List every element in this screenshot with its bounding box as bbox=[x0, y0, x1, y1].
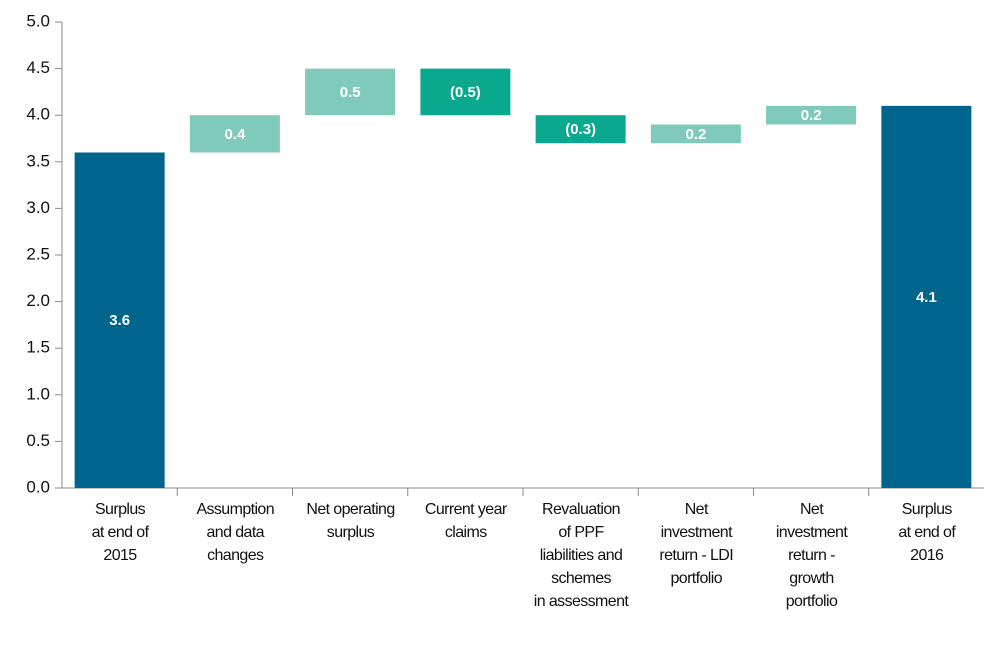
data-label: 3.6 bbox=[109, 312, 130, 329]
bar bbox=[420, 68, 511, 116]
bar bbox=[74, 152, 165, 489]
y-tick-label: 4.0 bbox=[26, 105, 50, 124]
x-tick-label: Revaluation of PPF liabilities and schem… bbox=[533, 501, 629, 610]
data-label: (0.5) bbox=[450, 84, 481, 101]
y-tick-label: 0.5 bbox=[26, 431, 50, 450]
bar bbox=[189, 115, 280, 153]
data-label: 0.5 bbox=[340, 84, 361, 101]
bar bbox=[881, 105, 972, 488]
data-label: 0.2 bbox=[801, 107, 822, 124]
data-label: 0.4 bbox=[224, 126, 246, 143]
bar bbox=[535, 115, 626, 144]
bar bbox=[766, 105, 857, 125]
y-tick-label: 3.0 bbox=[26, 198, 50, 217]
data-label: 0.2 bbox=[685, 126, 706, 143]
x-tick-label: Net investment return - LDI portfolio bbox=[659, 501, 734, 587]
x-tick-label: Current year claims bbox=[424, 501, 507, 541]
x-tick-label: Assumption and data changes bbox=[196, 501, 275, 564]
y-tick-label: 3.5 bbox=[26, 151, 50, 170]
data-label: (0.3) bbox=[565, 121, 596, 138]
data-label: 4.1 bbox=[916, 289, 937, 306]
y-tick-label: 2.0 bbox=[26, 291, 50, 310]
y-tick-label: 2.5 bbox=[26, 244, 50, 263]
y-tick-label: 1.5 bbox=[26, 338, 50, 357]
bar bbox=[305, 68, 396, 116]
x-tick-label: Net investment return - growth portfolio bbox=[775, 501, 848, 610]
y-tick-label: 4.5 bbox=[26, 58, 50, 77]
y-tick-label: 1.0 bbox=[26, 384, 50, 403]
y-tick-label: 5.0 bbox=[26, 11, 50, 30]
x-tick-label: Surplus at end of 2016 bbox=[898, 501, 956, 564]
y-tick-label: 0.0 bbox=[26, 477, 50, 496]
x-tick-label: Surplus at end of 2015 bbox=[91, 501, 149, 564]
bar bbox=[650, 124, 741, 144]
x-tick-label: Net operating surplus bbox=[306, 501, 395, 541]
